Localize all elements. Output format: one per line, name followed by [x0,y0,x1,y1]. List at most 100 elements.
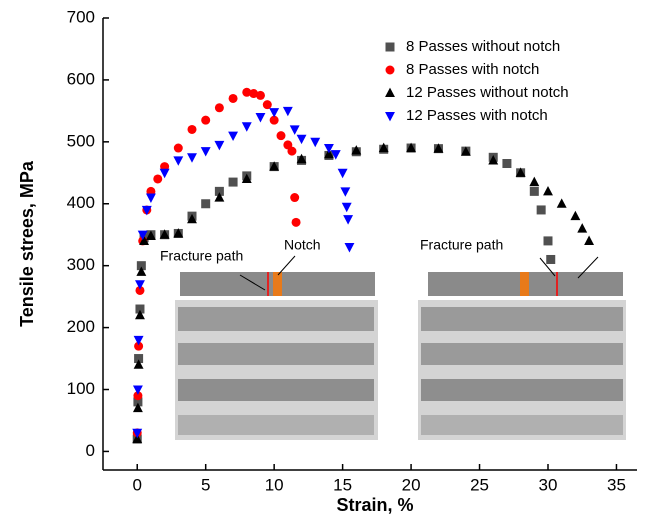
arrow [239,274,266,291]
marker [141,205,152,216]
marker [296,153,307,164]
marker [214,186,224,196]
marker [323,148,334,159]
notch-zone [273,272,282,296]
marker [262,100,272,110]
marker [200,147,211,157]
marker [214,192,225,202]
y-tick-label: 600 [67,69,95,88]
marker [546,254,556,264]
specimen [178,379,374,401]
annotation: Fracture path [160,248,243,264]
marker [269,115,279,125]
marker [341,202,352,213]
marker [135,309,145,320]
marker [255,90,265,100]
marker [134,341,144,351]
marker [135,304,145,314]
marker [135,285,145,295]
marker [187,153,197,163]
marker [291,217,301,227]
legend-label: 12 Passes with notch [406,107,548,124]
marker [201,115,211,125]
marker [159,229,170,239]
legend-marker [385,65,395,75]
marker [187,124,197,134]
marker [132,402,143,413]
marker [133,397,143,407]
y-tick-label: 400 [67,193,95,212]
y-tick-label: 700 [67,7,95,26]
marker [310,137,321,148]
y-tick-label: 500 [67,131,95,150]
marker [433,143,444,153]
x-tick-label: 5 [201,475,210,494]
specimen [421,307,623,331]
marker [241,122,252,132]
ruler [178,415,374,435]
marker [136,261,146,271]
marker [340,187,351,197]
marker [269,108,280,118]
inset-right [418,256,626,440]
marker [241,173,252,184]
marker [269,161,280,171]
specimen [421,379,623,401]
arrow [277,255,296,276]
legend-marker [385,42,395,52]
marker [344,243,355,253]
marker [136,266,147,276]
marker [228,131,239,142]
y-tick-label: 300 [67,255,95,274]
marker [214,103,224,113]
marker [173,156,184,166]
x-tick-label: 0 [132,475,141,494]
marker [249,89,259,99]
marker [132,428,143,439]
y-tick-label: 200 [67,317,95,336]
marker [378,142,389,153]
arrow [577,256,599,279]
marker [137,230,148,241]
marker [584,235,595,245]
x-tick-label: 15 [333,475,352,494]
marker [543,236,553,246]
marker [296,134,307,145]
y-tick-label: 0 [86,441,95,460]
marker [323,143,334,154]
annotation: Fracture path [420,237,503,253]
marker [133,335,144,346]
x-axis-label: Strain, % [336,495,413,515]
marker [201,199,211,209]
marker [242,87,252,97]
marker [536,205,546,215]
marker [577,223,588,233]
marker [330,150,341,160]
marker [570,210,581,221]
marker [159,168,170,179]
x-tick-label: 30 [539,475,558,494]
notch-zone [520,272,529,296]
legend-marker [385,87,395,98]
marker [145,230,156,241]
x-tick-label: 20 [402,475,421,494]
x-tick-label: 35 [607,475,626,494]
marker [135,280,145,290]
annotation-bg [158,247,266,267]
marker [290,193,300,203]
marker [502,159,512,169]
marker [351,145,362,155]
marker [556,198,567,208]
marker [529,186,539,196]
legend-label: 8 Passes with notch [406,61,539,78]
specimen [421,343,623,365]
annotation: Notch [284,237,321,253]
marker [343,215,354,225]
marker [145,193,156,203]
y-axis-label: Tensile strees, MPa [17,160,37,327]
marker [337,168,348,179]
marker [276,131,286,141]
legend-label: 12 Passes without notch [406,84,569,101]
arrow [539,257,556,277]
ruler [421,415,623,435]
